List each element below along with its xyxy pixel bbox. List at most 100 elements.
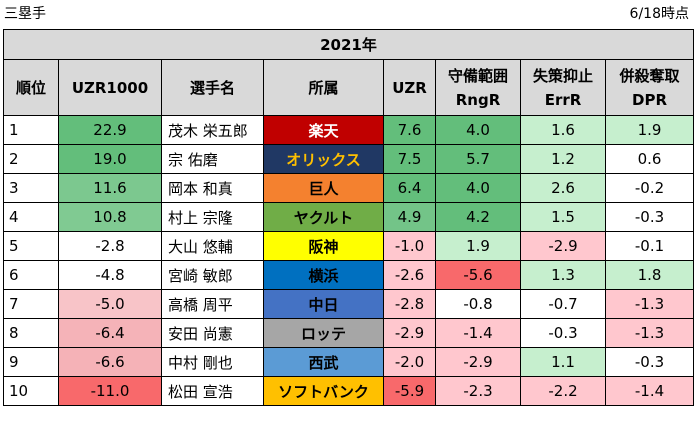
column-header-uzr1000: UZR1000	[58, 59, 162, 116]
column-header-sublabel: ErrR	[544, 90, 582, 109]
dpr-cell: -1.3	[605, 289, 694, 319]
dpr-cell: -0.2	[605, 173, 694, 203]
dpr-cell: -0.3	[605, 347, 694, 377]
errr-cell: 1.3	[520, 260, 606, 290]
rank-cell: 6	[3, 260, 59, 290]
team-cell: ヤクルト	[263, 202, 384, 232]
table-row: 1 22.9 茂木 栄五郎 楽天 7.6 4.0 1.6 1.9	[3, 115, 694, 145]
rngr-cell: 1.9	[435, 231, 521, 261]
table-row: 3 11.6 岡本 和真 巨人 6.4 4.0 2.6 -0.2	[3, 173, 694, 203]
uzr-cell: -2.6	[383, 260, 436, 290]
table-row: 4 10.8 村上 宗隆 ヤクルト 4.9 4.2 1.5 -0.3	[3, 202, 694, 232]
uzr1000-cell: 22.9	[58, 115, 162, 145]
column-header-dpr: 併殺奪取 DPR	[605, 59, 694, 116]
rngr-cell: -5.6	[435, 260, 521, 290]
uzr-cell: 6.4	[383, 173, 436, 203]
dpr-cell: -0.3	[605, 202, 694, 232]
rngr-cell: 4.0	[435, 173, 521, 203]
uzr1000-cell: -6.4	[58, 318, 162, 348]
rngr-cell: -1.4	[435, 318, 521, 348]
uzr-cell: 7.5	[383, 144, 436, 174]
table-row: 5 -2.8 大山 悠輔 阪神 -1.0 1.9 -2.9 -0.1	[3, 231, 694, 261]
player-name-cell: 村上 宗隆	[161, 202, 264, 232]
table-row: 10 -11.0 松田 宣浩 ソフトバンク -5.9 -2.3 -2.2 -1.4	[3, 376, 694, 406]
column-header-sublabel: DPR	[632, 90, 667, 109]
team-cell: ロッテ	[263, 318, 384, 348]
column-header-label: 選手名	[189, 78, 235, 97]
player-name-cell: 安田 尚憲	[161, 318, 264, 348]
player-name-cell: 松田 宣浩	[161, 376, 264, 406]
team-cell: 楽天	[263, 115, 384, 145]
uzr-cell: 4.9	[383, 202, 436, 232]
player-name-cell: 岡本 和真	[161, 173, 264, 203]
column-header-label: UZR	[392, 78, 427, 97]
year-header: 2021年	[3, 29, 694, 60]
player-name-cell: 宮崎 敏郎	[161, 260, 264, 290]
uzr-cell: -5.9	[383, 376, 436, 406]
column-header-team: 所属	[263, 59, 384, 116]
column-header-uzr: UZR	[383, 59, 436, 116]
uzr1000-cell: 19.0	[58, 144, 162, 174]
player-name-cell: 宗 佑磨	[161, 144, 264, 174]
team-cell: オリックス	[263, 144, 384, 174]
team-cell: 西武	[263, 347, 384, 377]
team-cell: 横浜	[263, 260, 384, 290]
table-row: 7 -5.0 高橋 周平 中日 -2.8 -0.8 -0.7 -1.3	[3, 289, 694, 319]
column-header-sublabel: RngR	[455, 90, 501, 109]
errr-cell: -0.7	[520, 289, 606, 319]
rank-cell: 7	[3, 289, 59, 319]
rank-cell: 5	[3, 231, 59, 261]
errr-cell: -2.9	[520, 231, 606, 261]
table-row: 9 -6.6 中村 剛也 西武 -2.0 -2.9 1.1 -0.3	[3, 347, 694, 377]
uzr1000-cell: -6.6	[58, 347, 162, 377]
column-header-label: 併殺奪取	[619, 66, 680, 85]
rank-cell: 9	[3, 347, 59, 377]
player-name-cell: 大山 悠輔	[161, 231, 264, 261]
dpr-cell: -0.1	[605, 231, 694, 261]
rank-cell: 3	[3, 173, 59, 203]
rank-cell: 1	[3, 115, 59, 145]
uzr-cell: 7.6	[383, 115, 436, 145]
column-header-rngr: 守備範囲 RngR	[435, 59, 521, 116]
column-header-label: 失策抑止	[532, 66, 593, 85]
rngr-cell: -2.9	[435, 347, 521, 377]
rngr-cell: 4.2	[435, 202, 521, 232]
team-cell: 阪神	[263, 231, 384, 261]
team-cell: ソフトバンク	[263, 376, 384, 406]
column-header-player-name: 選手名	[161, 59, 264, 116]
rank-cell: 4	[3, 202, 59, 232]
table-row: 8 -6.4 安田 尚憲 ロッテ -2.9 -1.4 -0.3 -1.3	[3, 318, 694, 348]
player-name-cell: 茂木 栄五郎	[161, 115, 264, 145]
uzr-cell: -1.0	[383, 231, 436, 261]
team-cell: 中日	[263, 289, 384, 319]
dpr-cell: -1.3	[605, 318, 694, 348]
player-name-cell: 中村 剛也	[161, 347, 264, 377]
column-header-label: 守備範囲	[447, 66, 508, 85]
column-header-rank: 順位	[3, 59, 59, 116]
position-title: 三塁手	[4, 6, 46, 22]
player-name-cell: 高橋 周平	[161, 289, 264, 319]
rngr-cell: -0.8	[435, 289, 521, 319]
column-header-label: 所属	[308, 78, 339, 97]
errr-cell: 2.6	[520, 173, 606, 203]
table-row: 6 -4.8 宮崎 敏郎 横浜 -2.6 -5.6 1.3 1.8	[3, 260, 694, 290]
rank-cell: 8	[3, 318, 59, 348]
uzr-cell: -2.0	[383, 347, 436, 377]
rngr-cell: 5.7	[435, 144, 521, 174]
rngr-cell: -2.3	[435, 376, 521, 406]
rngr-cell: 4.0	[435, 115, 521, 145]
uzr1000-cell: -11.0	[58, 376, 162, 406]
errr-cell: 1.6	[520, 115, 606, 145]
dpr-cell: -1.4	[605, 376, 694, 406]
dpr-cell: 0.6	[605, 144, 694, 174]
team-cell: 巨人	[263, 173, 384, 203]
rank-cell: 2	[3, 144, 59, 174]
dpr-cell: 1.8	[605, 260, 694, 290]
rank-cell: 10	[3, 376, 59, 406]
uzr1000-cell: 10.8	[58, 202, 162, 232]
dpr-cell: 1.9	[605, 115, 694, 145]
uzr-cell: -2.8	[383, 289, 436, 319]
uzr1000-cell: -4.8	[58, 260, 162, 290]
errr-cell: -2.2	[520, 376, 606, 406]
table-row: 2 19.0 宗 佑磨 オリックス 7.5 5.7 1.2 0.6	[3, 144, 694, 174]
